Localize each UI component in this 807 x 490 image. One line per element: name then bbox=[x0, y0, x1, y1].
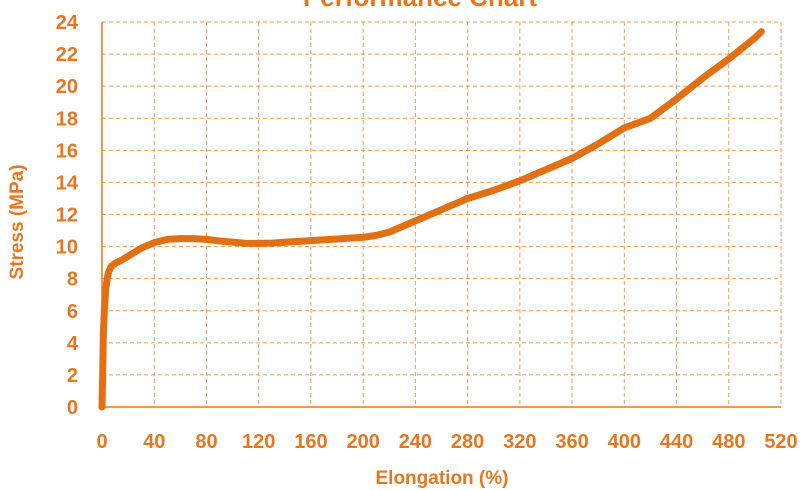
chart-title: Performance Chart bbox=[303, 0, 537, 12]
x-tick-label: 120 bbox=[242, 431, 275, 453]
y-tick-label: 4 bbox=[67, 333, 79, 355]
x-tick-label: 240 bbox=[399, 431, 432, 453]
x-tick-label: 320 bbox=[503, 431, 536, 453]
x-tick-label: 280 bbox=[451, 431, 484, 453]
y-tick-label: 24 bbox=[56, 12, 79, 34]
x-tick-label: 0 bbox=[96, 431, 107, 453]
x-tick-label: 40 bbox=[143, 431, 165, 453]
y-tick-label: 22 bbox=[56, 44, 78, 66]
x-tick-label: 360 bbox=[555, 431, 588, 453]
y-axis-title: Stress (MPa) bbox=[7, 164, 28, 279]
x-tick-label: 200 bbox=[346, 431, 379, 453]
x-tick-label: 400 bbox=[608, 431, 641, 453]
y-tick-label: 20 bbox=[56, 76, 78, 98]
x-tick-label: 80 bbox=[195, 431, 217, 453]
y-tick-label: 14 bbox=[56, 172, 79, 194]
y-tick-label: 18 bbox=[56, 108, 78, 130]
y-tick-label: 10 bbox=[56, 237, 78, 259]
x-tick-label: 160 bbox=[294, 431, 327, 453]
x-tick-label: 520 bbox=[764, 431, 797, 453]
x-axis-title: Elongation (%) bbox=[376, 468, 509, 489]
data-series bbox=[98, 28, 765, 411]
series-line bbox=[98, 28, 765, 411]
y-tick-label: 6 bbox=[67, 301, 78, 323]
x-tick-label: 480 bbox=[712, 431, 745, 453]
y-tick-label: 0 bbox=[67, 397, 78, 419]
y-tick-label: 8 bbox=[67, 269, 78, 291]
x-axis-tick-labels: 0 40 80 120 160 200 240 280 320 360 400 440 480 520 bbox=[96, 431, 797, 453]
y-tick-label: 2 bbox=[67, 365, 78, 387]
x-tick-label: 440 bbox=[660, 431, 693, 453]
y-tick-label: 16 bbox=[56, 140, 78, 162]
gridlines bbox=[102, 21, 782, 407]
y-tick-label: 12 bbox=[56, 205, 78, 227]
